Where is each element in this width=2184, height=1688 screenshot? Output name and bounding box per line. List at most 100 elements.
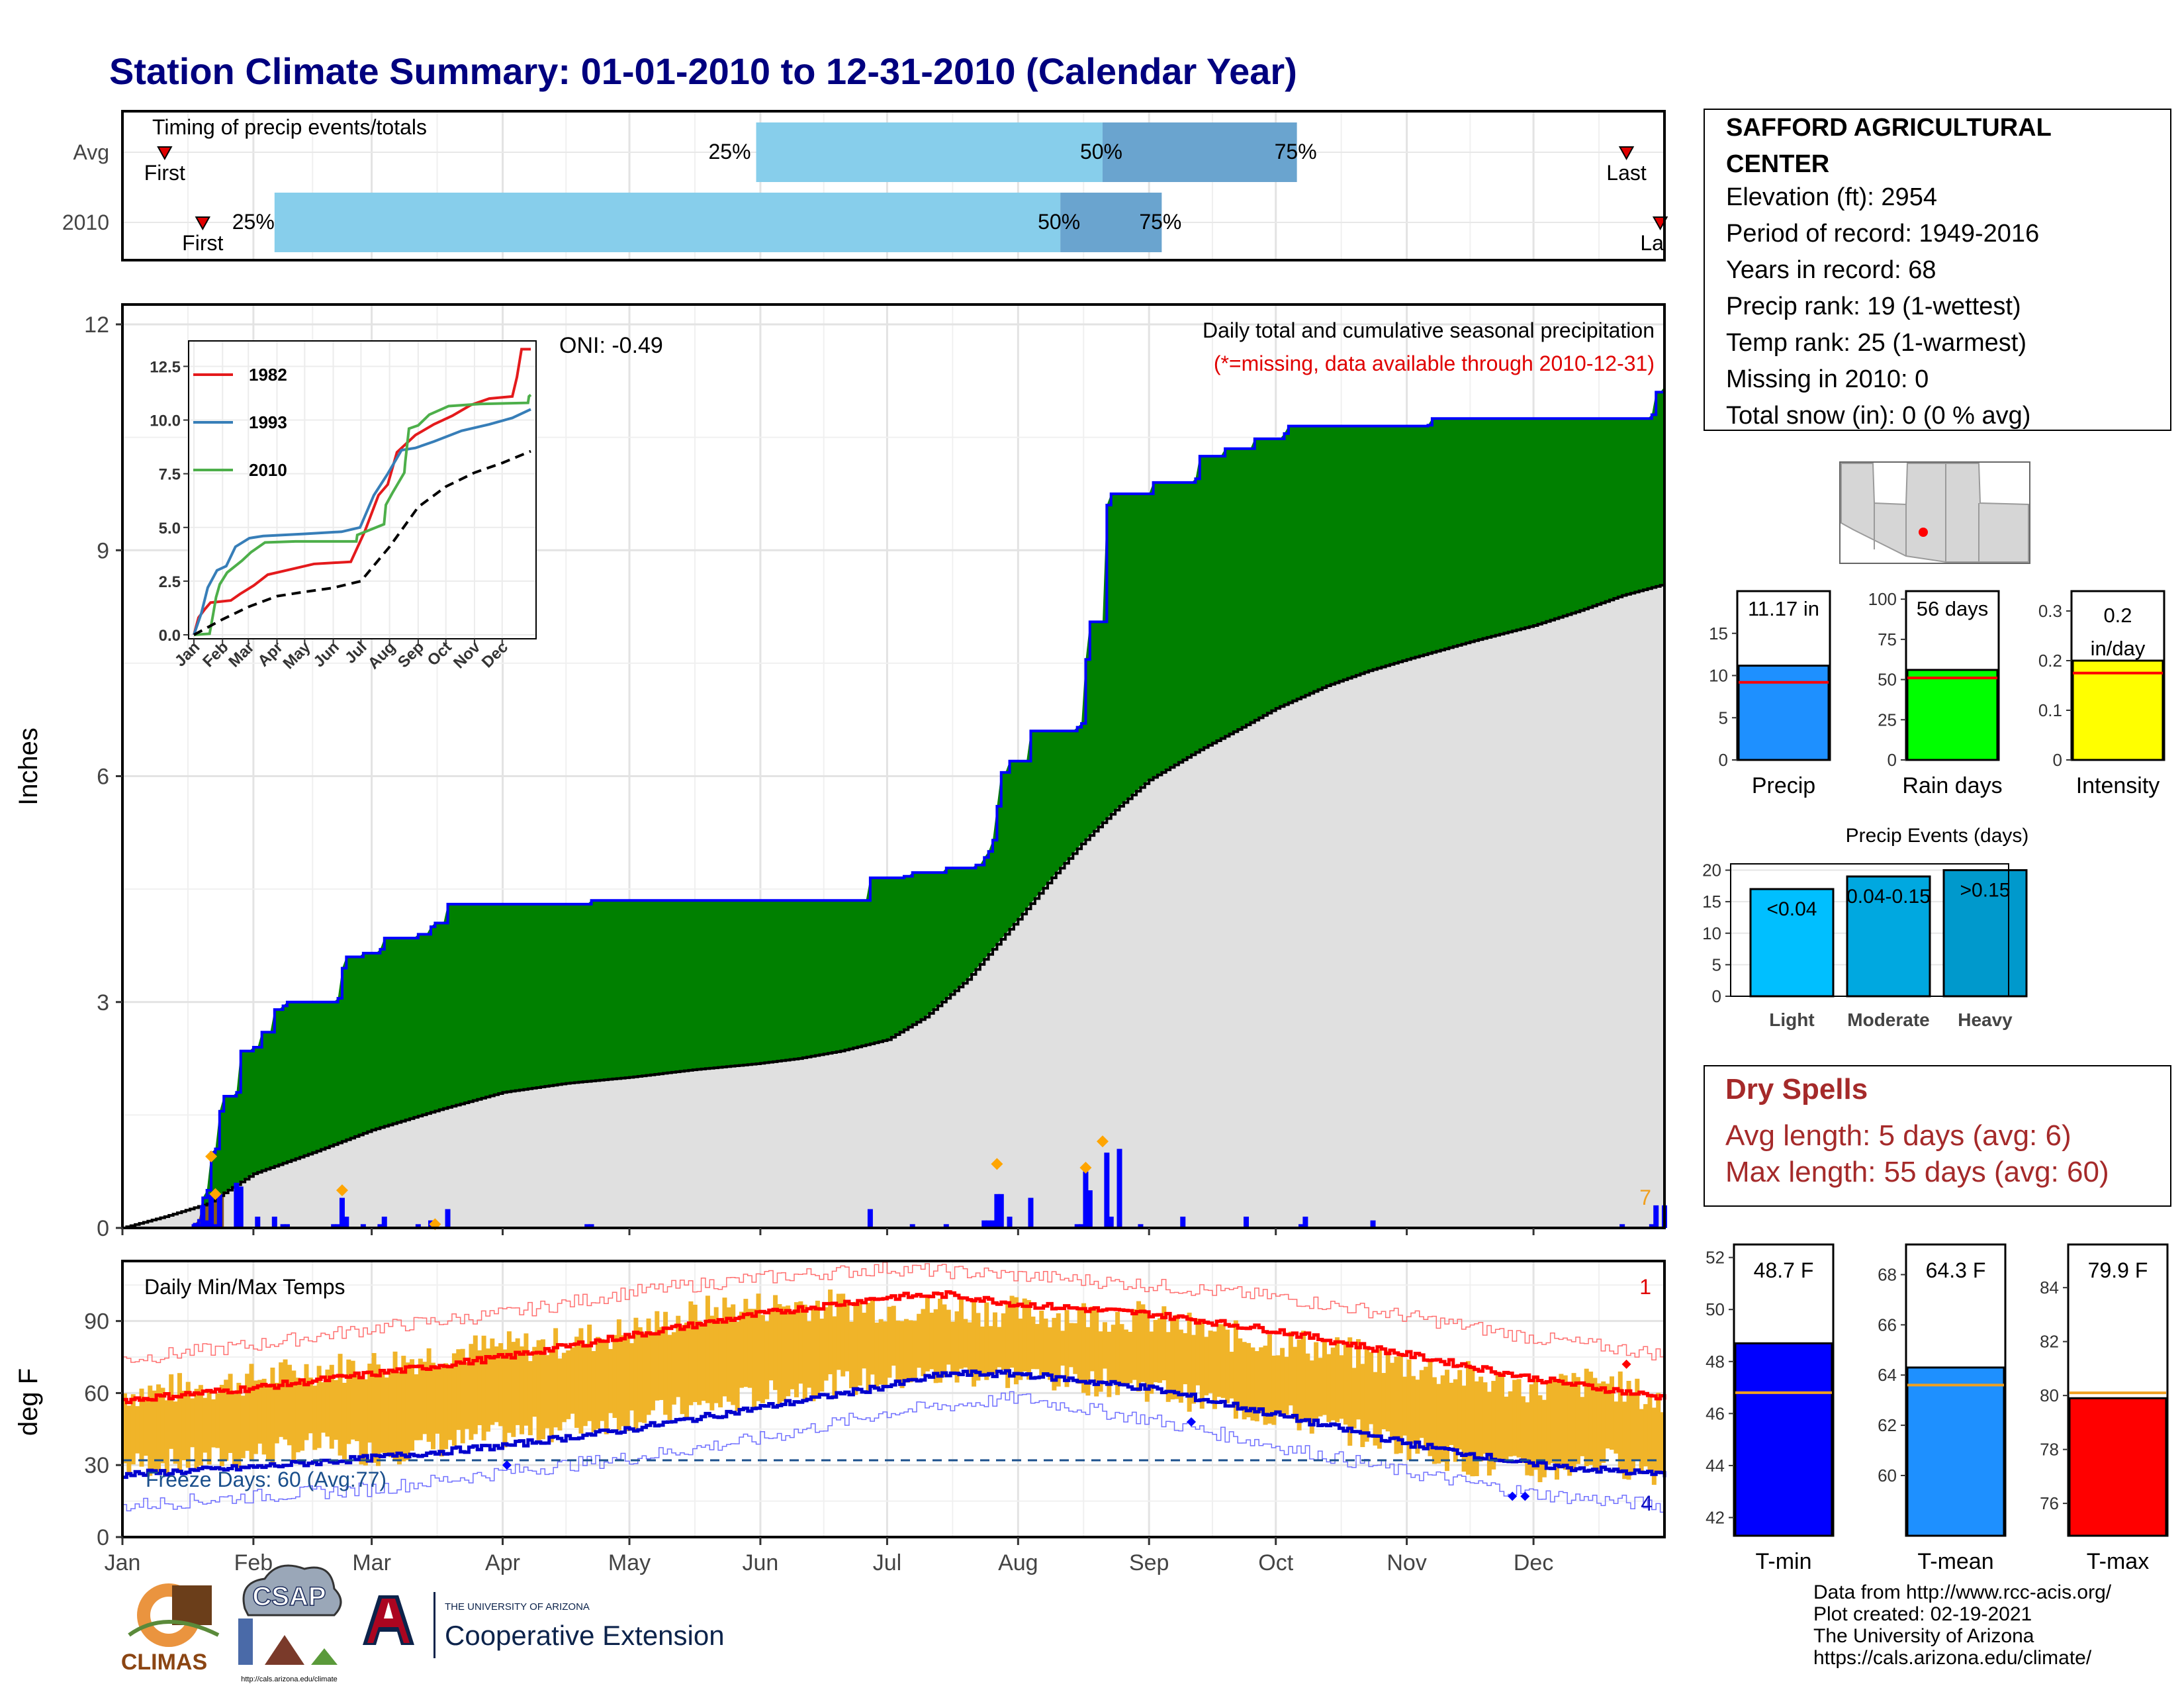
temp-daily-range-bar <box>764 1321 770 1399</box>
mini-chart-bar <box>1906 669 1999 761</box>
temp-daily-range-bar <box>341 1382 347 1460</box>
temp-daily-range-bar <box>967 1322 972 1376</box>
precip-record-diamond <box>991 1158 1003 1170</box>
temp-daily-range-bar <box>604 1340 609 1434</box>
precip-daily-bar <box>1298 1224 1304 1228</box>
precip-daily-bar <box>204 1220 210 1228</box>
temp-daily-range-bar <box>1660 1412 1665 1473</box>
temp-totals-charts: 42 44 46 48 50 52 T-min 60 62 64 66 68 T-mean 76 78 80 8… <box>1706 1243 2169 1574</box>
temp-daily-range-bar <box>1165 1332 1171 1402</box>
precip-daily-bar <box>943 1224 949 1228</box>
temp-daily-range-bar <box>777 1304 782 1405</box>
month-xtick-label: Dec <box>1514 1550 1553 1575</box>
temp-daily-range-bar <box>832 1316 837 1399</box>
temp-daily-range-bar <box>1529 1384 1534 1476</box>
temp-daily-range-bar <box>979 1326 985 1376</box>
temp-daily-range-bar <box>1617 1371 1623 1474</box>
temp-daily-range-bar <box>1605 1383 1610 1449</box>
temp-daily-range-bar <box>1001 1313 1006 1370</box>
inset-series-line <box>193 348 531 635</box>
oni-label: ONI: -0.49 <box>559 333 663 358</box>
precip-subtitle: (*=missing, data available through 2010-… <box>1214 352 1655 375</box>
temp-daily-range-bar <box>426 1348 432 1442</box>
inset-legend-label: 2010 <box>249 460 287 480</box>
temp-daily-range-bar <box>1170 1318 1175 1400</box>
temp-daily-range-bar <box>582 1344 588 1427</box>
precip-ytick-label: 3 <box>97 990 109 1015</box>
temp-daily-range-bar <box>671 1332 676 1405</box>
inset-cumulative-chart: 0.02.55.07.510.012.5JanFebMarAprMayJunJu… <box>150 340 537 673</box>
station-precip-rank: Precip rank: 19 (1-wettest) <box>1726 293 2021 320</box>
temp-daily-range-bar <box>515 1338 520 1425</box>
events-bar-label: >0.15 <box>1960 880 2011 902</box>
timing-last-label: Last <box>1640 231 1680 255</box>
temp-daily-range-bar <box>283 1359 288 1440</box>
precip-daily-bar <box>1180 1216 1186 1228</box>
precip-daily-bar <box>415 1224 421 1228</box>
precip-daily-bar <box>981 1220 987 1228</box>
temp-daily-range-bar <box>997 1327 1002 1368</box>
inset-ytick-label: 12.5 <box>150 358 181 376</box>
mini-chart-category-label: Precip <box>1752 773 1815 798</box>
mini-chart-ytick-label: 44 <box>1706 1456 1725 1476</box>
temp-daily-range-bar <box>1161 1306 1167 1381</box>
precip-daily-bar <box>1083 1171 1089 1228</box>
temp-daily-range-bar <box>1356 1338 1361 1420</box>
temp-daily-range-bar <box>135 1406 140 1454</box>
temp-daily-range-bar <box>240 1395 246 1458</box>
mini-chart-ytick-label: 80 <box>2040 1385 2059 1405</box>
temp-daily-range-bar <box>807 1321 812 1388</box>
temp-daily-range-bar <box>1369 1352 1374 1425</box>
temp-daily-range-bar <box>1419 1370 1424 1438</box>
events-ytick-label: 0 <box>1712 986 1721 1006</box>
temp-daily-range-bar <box>1238 1338 1243 1411</box>
precip-record-diamond <box>1096 1135 1109 1148</box>
station-info-box: SAFFORD AGRICULTURAL CENTER Elevation (f… <box>1704 109 2171 431</box>
temp-daily-range-bar <box>925 1294 930 1372</box>
temp-record-diamond <box>1508 1491 1518 1501</box>
events-category-label: Heavy <box>1958 1009 2013 1030</box>
freeze-days-label: Freeze Days: 60 (Avg:77) <box>146 1468 387 1491</box>
temp-daily-range-bar <box>908 1320 913 1383</box>
temp-daily-range-bar <box>676 1315 681 1397</box>
temp-daily-range-bar <box>1009 1295 1015 1368</box>
temp-daily-range-bar <box>355 1375 360 1442</box>
temp-daily-range-bar <box>743 1299 749 1387</box>
temp-daily-range-bar <box>1212 1331 1217 1409</box>
temp-daily-range-bar <box>321 1382 326 1433</box>
temp-daily-range-bar <box>587 1325 592 1421</box>
temp-ytick-label: 90 <box>84 1309 109 1335</box>
temp-daily-range-bar <box>1449 1382 1454 1445</box>
temp-daily-range-bar <box>938 1298 943 1383</box>
temp-record-diamond <box>502 1460 512 1470</box>
temp-daily-range-bar <box>1479 1376 1484 1462</box>
inset-ytick-label: 7.5 <box>159 466 181 484</box>
temp-daily-range-bar <box>857 1301 862 1386</box>
temp-daily-range-bar <box>1225 1329 1230 1403</box>
temp-daily-range-bar <box>1432 1377 1437 1464</box>
temp-daily-range-bar <box>1149 1331 1154 1394</box>
temp-daily-range-bar <box>663 1311 668 1415</box>
temp-daily-range-bar <box>1486 1391 1492 1476</box>
temp-daily-range-bar <box>1555 1380 1560 1480</box>
temp-daily-range-bar <box>1288 1331 1293 1406</box>
temp-daily-range-bar <box>921 1309 926 1376</box>
csap-logo: CSAP http://cals.arizona.edu/climate <box>238 1564 342 1683</box>
temp-daily-range-bar <box>1601 1381 1606 1463</box>
mini-chart-ytick-label: 0 <box>1888 750 1897 770</box>
temp-daily-range-bar <box>1128 1331 1133 1383</box>
temp-daily-range-bar <box>498 1343 504 1427</box>
temp-daily-range-bar <box>1305 1353 1310 1423</box>
month-xtick-label: Aug <box>998 1550 1038 1575</box>
temp-daily-range-bar <box>688 1301 694 1405</box>
temp-daily-range-bar <box>946 1309 951 1365</box>
dry-spells-title: Dry Spells <box>1725 1073 1868 1105</box>
events-ytick-label: 20 <box>1702 861 1721 880</box>
temp-daily-range-bar <box>1516 1379 1522 1458</box>
temp-daily-range-bar <box>1309 1360 1314 1434</box>
temp-daily-range-bar <box>659 1327 664 1400</box>
temp-daily-range-bar <box>143 1398 148 1456</box>
temp-daily-range-bar <box>1575 1377 1580 1464</box>
footer-university: The University of Arizona <box>1813 1625 2034 1647</box>
